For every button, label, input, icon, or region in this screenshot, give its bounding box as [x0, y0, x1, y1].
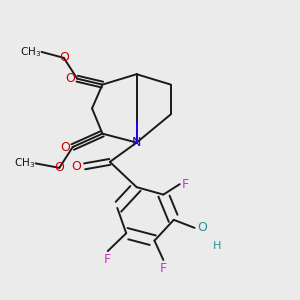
Text: N: N: [132, 136, 141, 149]
Text: O: O: [59, 51, 69, 64]
Text: F: F: [104, 254, 111, 266]
Text: CH$_3$: CH$_3$: [20, 45, 41, 59]
Text: O: O: [61, 140, 70, 154]
Text: O: O: [65, 72, 75, 85]
Text: F: F: [160, 262, 167, 275]
Text: O: O: [71, 160, 81, 173]
Text: H: H: [213, 241, 221, 251]
Text: O: O: [197, 221, 207, 234]
Text: F: F: [182, 178, 189, 191]
Text: O: O: [54, 161, 64, 174]
Text: CH$_3$: CH$_3$: [14, 157, 36, 170]
